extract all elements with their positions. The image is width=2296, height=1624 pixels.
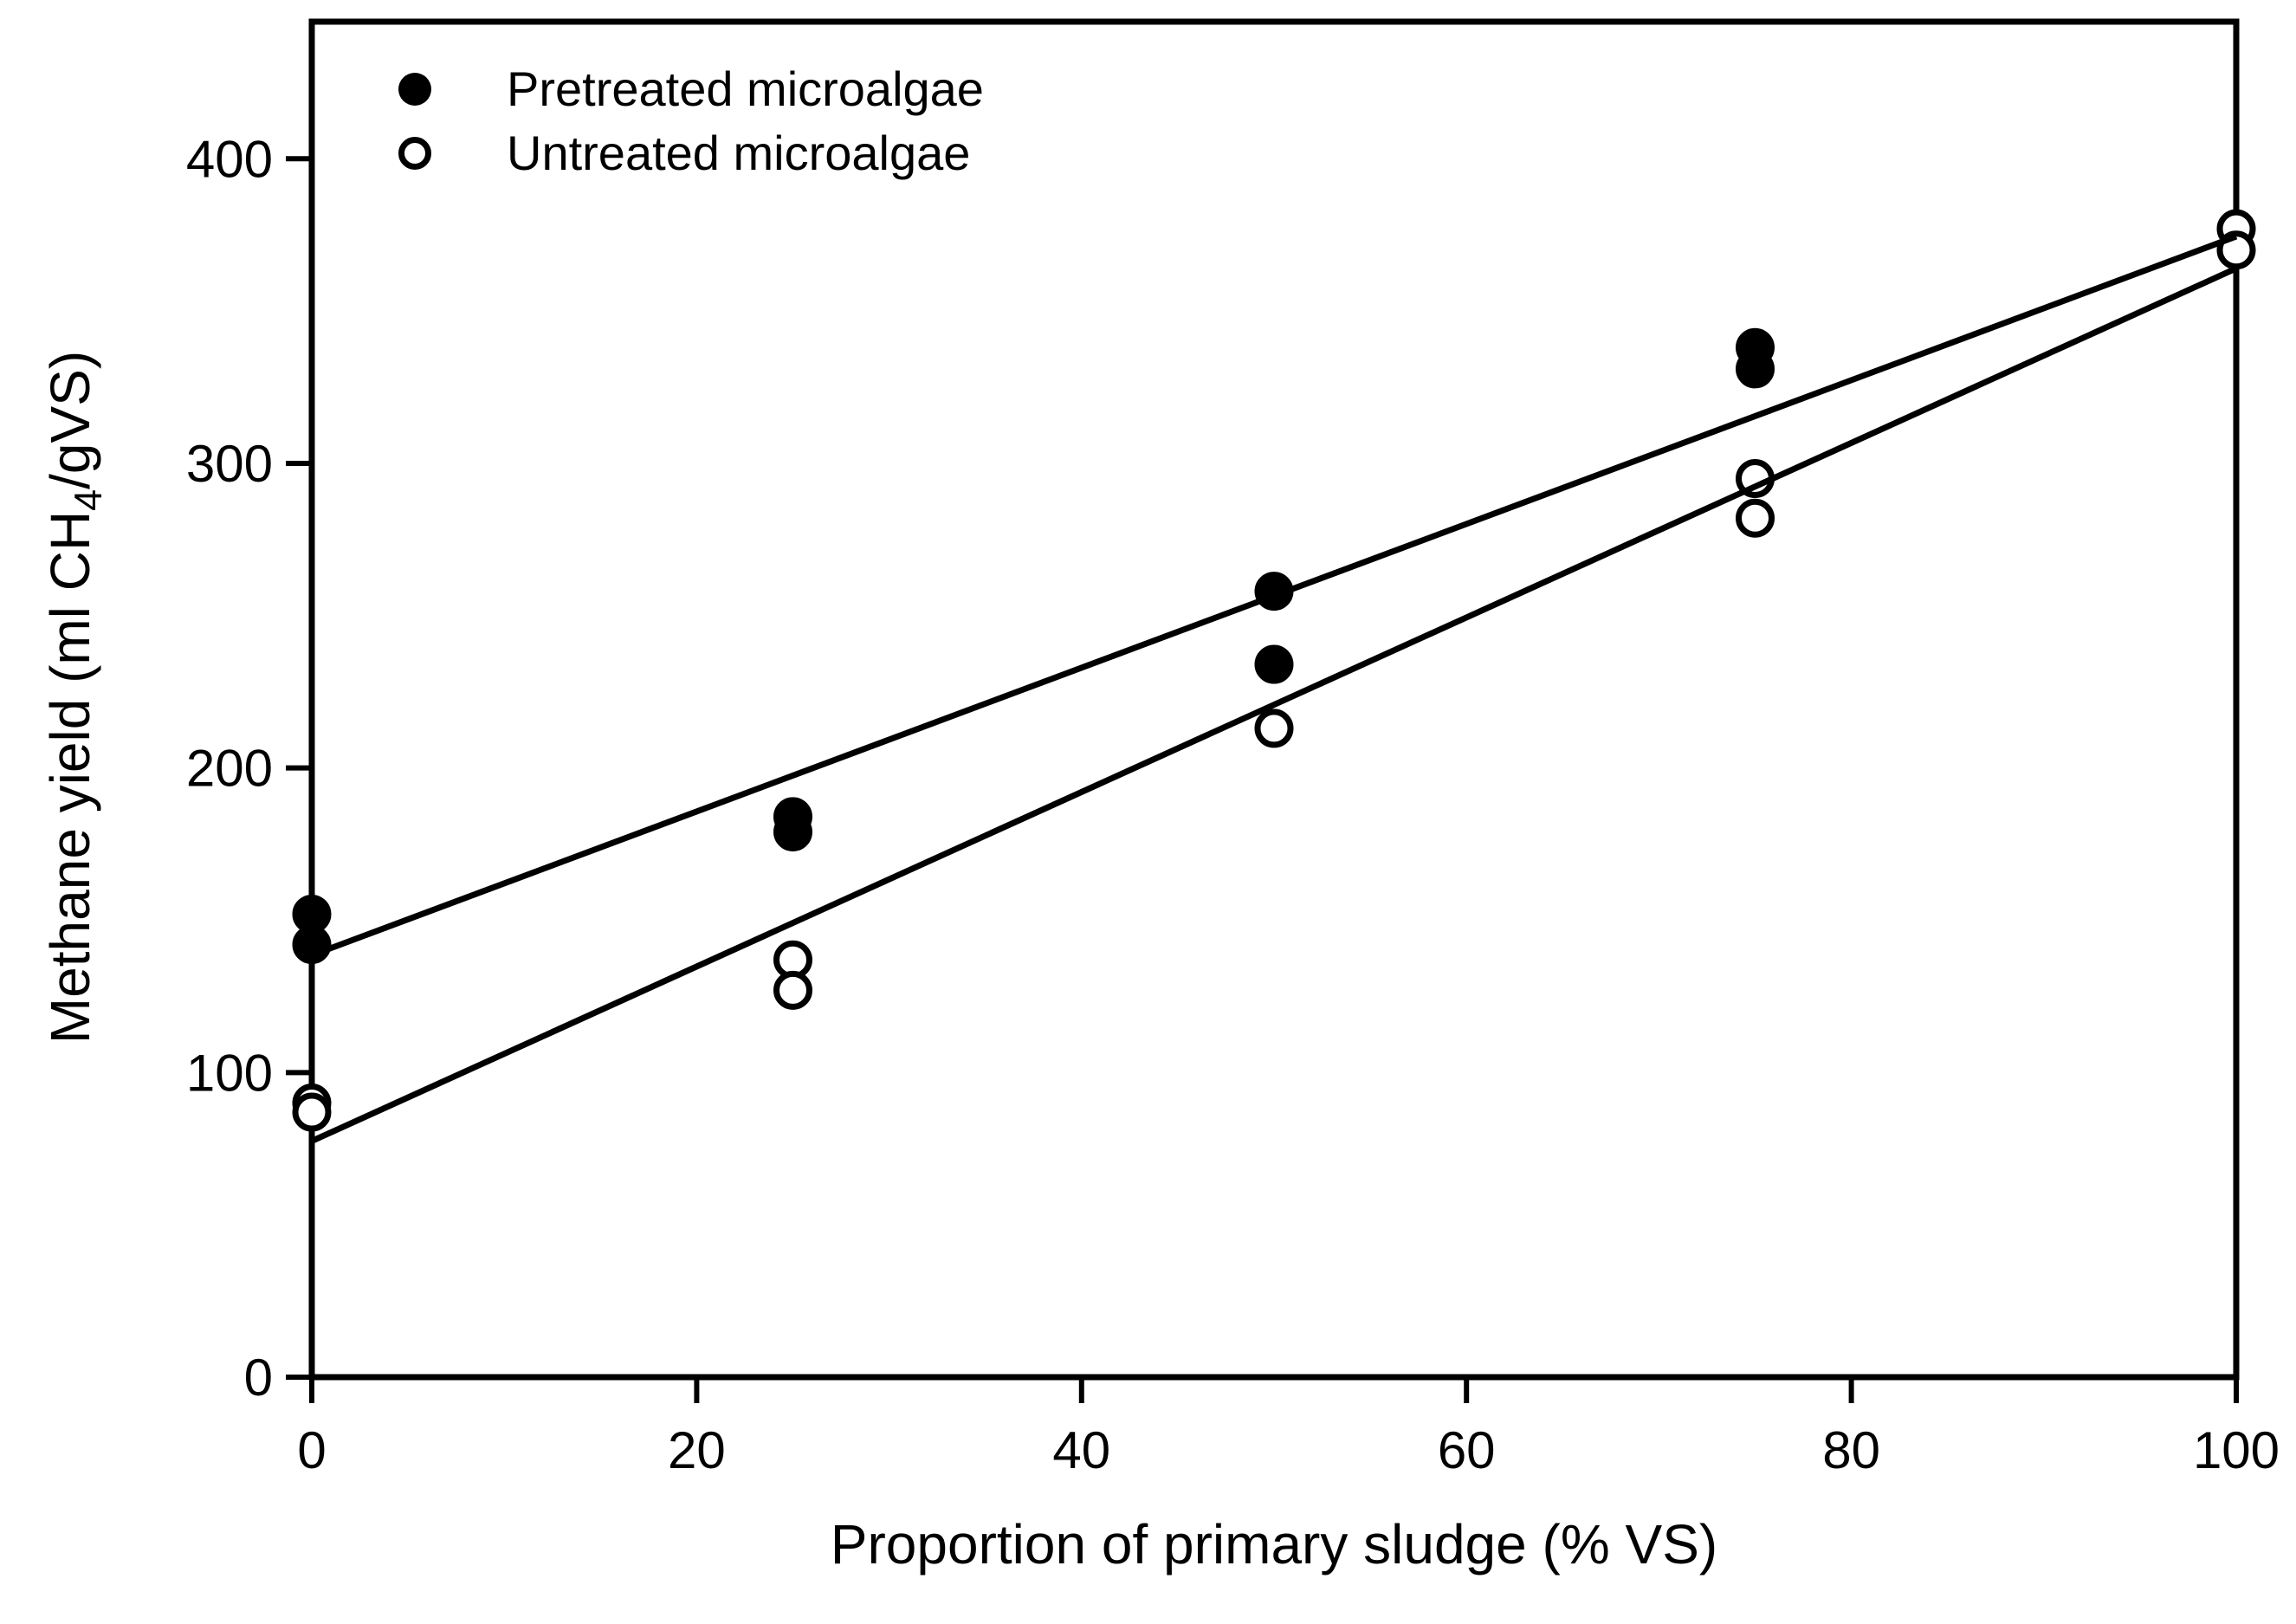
- y-tick-label: 100: [186, 1044, 273, 1102]
- x-tick-label: 80: [1822, 1421, 1880, 1479]
- data-point-untreated: [773, 970, 812, 1010]
- y-axis-title-subscript: 4: [66, 488, 110, 511]
- y-tick-label: 300: [186, 435, 273, 493]
- x-tick-label: 20: [668, 1421, 726, 1479]
- legend: Pretreated microalgae Untreated microalg…: [398, 57, 984, 185]
- x-tick-label: 60: [1438, 1421, 1496, 1479]
- data-point-pretreated: [1254, 644, 1294, 684]
- y-tick-label: 400: [186, 130, 273, 188]
- y-tick-label: 0: [244, 1349, 273, 1407]
- data-point-pretreated: [1736, 349, 1775, 389]
- y-axis-title-text: /gVS): [39, 350, 102, 489]
- x-tick-label: 0: [297, 1421, 326, 1479]
- legend-item-untreated: Untreated microalgae: [398, 121, 984, 185]
- regression-line: [310, 265, 2238, 1144]
- data-point-untreated: [292, 1092, 332, 1132]
- y-axis-title: Methane yield (ml CH4/gVS): [38, 351, 111, 1044]
- x-axis-title: Proportion of primary sludge (% VS): [830, 1513, 1718, 1575]
- filled-circle-icon: [398, 73, 431, 106]
- legend-item-pretreated: Pretreated microalgae: [398, 57, 984, 121]
- data-point-untreated: [1254, 708, 1294, 748]
- legend-label: Pretreated microalgae: [507, 61, 984, 116]
- plot-frame: [308, 18, 2240, 1381]
- data-point-untreated: [1736, 498, 1775, 538]
- x-tick-label: 100: [2193, 1421, 2280, 1479]
- y-axis-title-text: Methane yield (ml CH: [39, 510, 102, 1045]
- data-point-pretreated: [773, 812, 812, 851]
- y-tick-label: 200: [186, 740, 273, 798]
- x-tick-label: 40: [1052, 1421, 1110, 1479]
- data-point-pretreated: [292, 925, 332, 965]
- open-circle-icon: [398, 137, 431, 170]
- legend-label: Untreated microalgae: [507, 126, 971, 180]
- regression-line: [310, 233, 2238, 959]
